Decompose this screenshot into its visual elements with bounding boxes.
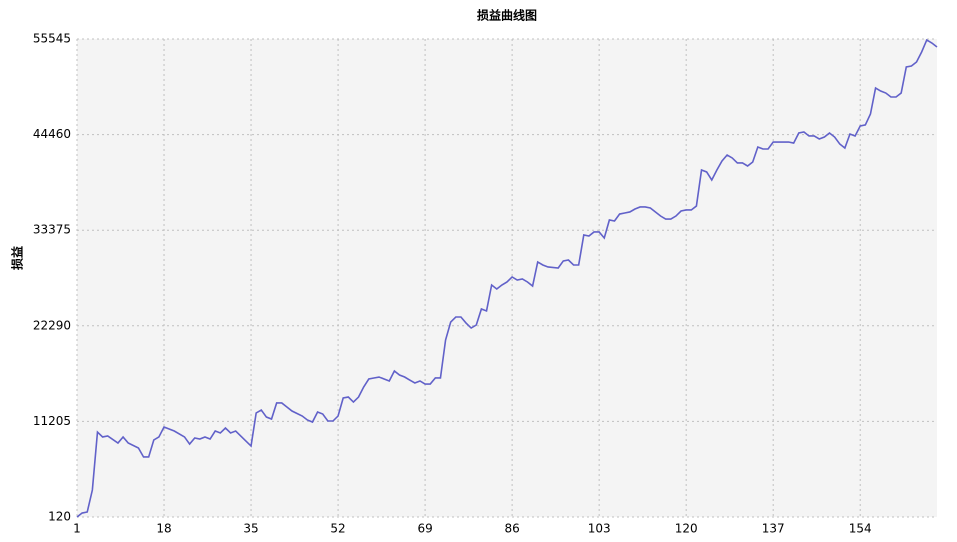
x-tick-label: 120 xyxy=(675,522,698,536)
x-tick-label: 154 xyxy=(849,522,872,536)
x-tick-label: 18 xyxy=(156,522,171,536)
x-tick-label: 69 xyxy=(417,522,432,536)
x-tick-label: 86 xyxy=(504,522,519,536)
x-tick-label: 1 xyxy=(73,522,81,536)
y-tick-label: 120 xyxy=(48,510,71,524)
x-tick-label: 137 xyxy=(762,522,785,536)
y-tick-label: 11205 xyxy=(33,414,71,428)
y-axis-label: 损益 xyxy=(10,246,25,270)
x-tick-label: 35 xyxy=(243,522,258,536)
x-tick-label: 103 xyxy=(588,522,611,536)
line-series xyxy=(76,38,938,518)
y-tick-label: 55545 xyxy=(33,32,71,46)
chart-title: 损益曲线图 xyxy=(477,8,537,23)
y-tick-label: 22290 xyxy=(33,318,71,332)
x-tick-label: 52 xyxy=(330,522,345,536)
plot-area xyxy=(77,39,937,517)
y-tick-label: 44460 xyxy=(33,127,71,141)
y-tick-label: 33375 xyxy=(33,223,71,237)
